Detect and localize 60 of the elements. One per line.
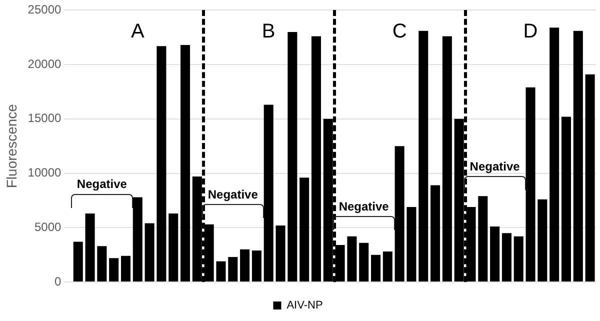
bar [109, 258, 119, 282]
y-axis-title: Fluorescence [3, 104, 20, 188]
y-tick-label: 15000 [28, 111, 62, 126]
bar [538, 199, 548, 282]
bar [370, 254, 381, 282]
bar [168, 214, 178, 282]
bar [514, 236, 524, 282]
bar [585, 74, 595, 282]
bar [204, 224, 214, 282]
bar [264, 104, 274, 282]
bar [442, 36, 452, 282]
bar [144, 223, 154, 282]
annotation: Negative [76, 176, 128, 191]
bar [359, 242, 369, 282]
bar [156, 46, 166, 282]
annotation: C [392, 20, 407, 43]
annotation: Negative [338, 200, 390, 214]
bar [180, 44, 190, 282]
bar [347, 236, 357, 282]
bar [502, 233, 512, 282]
annotation: Negative [470, 159, 520, 174]
bar [228, 256, 238, 282]
annotation: D [523, 20, 538, 43]
bar [561, 116, 571, 282]
bar [382, 252, 392, 282]
bar [216, 261, 226, 282]
bar [276, 225, 286, 282]
legend-label: AIV-NP [286, 300, 323, 312]
annotation: B [262, 20, 276, 43]
bar [132, 197, 142, 282]
bar [192, 176, 202, 282]
annotation: A [130, 20, 145, 43]
bar [490, 226, 500, 282]
bar [466, 206, 476, 282]
bar [252, 250, 262, 282]
bar [406, 206, 416, 282]
bar [550, 28, 560, 282]
y-tick-label: 25000 [28, 2, 62, 17]
bar [573, 30, 583, 282]
y-tick-label: 20000 [28, 56, 62, 71]
bar [120, 256, 131, 282]
bar [288, 32, 298, 282]
y-tick-label: 5000 [34, 220, 62, 234]
bar [335, 245, 345, 282]
y-tick-label: 10000 [28, 166, 62, 180]
y-tick-label: 0 [54, 274, 62, 288]
bar [97, 246, 107, 282]
bar [240, 249, 250, 282]
bar [430, 185, 440, 282]
bar [85, 214, 95, 282]
bar [73, 242, 83, 282]
bar [454, 118, 464, 282]
bar [394, 146, 404, 282]
bar [418, 30, 428, 282]
bar [478, 196, 488, 282]
bar [300, 178, 310, 282]
bar [323, 118, 333, 282]
bar [311, 36, 321, 282]
annotation: Negative [208, 188, 258, 202]
bar [526, 87, 536, 282]
